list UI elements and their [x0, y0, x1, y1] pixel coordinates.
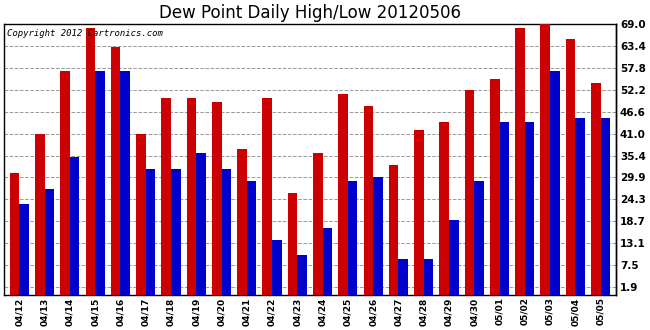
Bar [550, 71, 560, 295]
Bar [338, 94, 348, 295]
Bar [601, 118, 610, 295]
Bar [161, 98, 171, 295]
Bar [424, 259, 434, 295]
Bar [196, 153, 206, 295]
Bar [525, 122, 534, 295]
Bar [212, 102, 222, 295]
Bar [541, 20, 550, 295]
Bar [414, 130, 424, 295]
Bar [515, 28, 525, 295]
Bar [95, 71, 105, 295]
Bar [322, 228, 332, 295]
Bar [272, 240, 281, 295]
Bar [120, 71, 130, 295]
Bar [500, 122, 509, 295]
Bar [70, 157, 79, 295]
Bar [86, 28, 95, 295]
Bar [136, 134, 146, 295]
Bar [45, 189, 54, 295]
Bar [20, 204, 29, 295]
Bar [575, 118, 585, 295]
Bar [348, 181, 358, 295]
Bar [363, 106, 373, 295]
Bar [490, 79, 500, 295]
Bar [297, 255, 307, 295]
Bar [171, 169, 181, 295]
Bar [313, 153, 322, 295]
Bar [373, 177, 383, 295]
Bar [263, 98, 272, 295]
Bar [465, 90, 474, 295]
Bar [474, 181, 484, 295]
Bar [566, 39, 575, 295]
Bar [237, 149, 247, 295]
Bar [187, 98, 196, 295]
Bar [35, 134, 45, 295]
Bar [439, 122, 449, 295]
Bar [60, 71, 70, 295]
Text: Copyright 2012 Cartronics.com: Copyright 2012 Cartronics.com [7, 29, 163, 38]
Bar [111, 47, 120, 295]
Bar [288, 193, 297, 295]
Title: Dew Point Daily High/Low 20120506: Dew Point Daily High/Low 20120506 [159, 4, 461, 22]
Bar [389, 165, 398, 295]
Bar [247, 181, 256, 295]
Bar [591, 82, 601, 295]
Bar [398, 259, 408, 295]
Bar [222, 169, 231, 295]
Bar [10, 173, 20, 295]
Bar [146, 169, 155, 295]
Bar [449, 220, 459, 295]
